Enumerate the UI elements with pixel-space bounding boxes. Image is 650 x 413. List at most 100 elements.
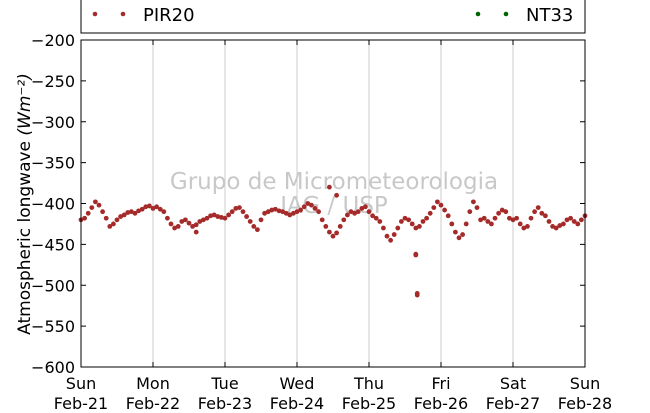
data-point-pir20 xyxy=(294,209,300,215)
data-point-pir20 xyxy=(348,209,354,215)
x-tick-date-label: Feb-24 xyxy=(270,394,324,409)
data-point-pir20 xyxy=(420,219,426,224)
x-ticks: SunFeb-21MonFeb-22TueFeb-23WedFeb-24ThuF… xyxy=(54,40,612,413)
data-point-pir20 xyxy=(471,199,476,205)
data-point-pir20 xyxy=(409,221,415,227)
data-point-pir20 xyxy=(172,225,178,231)
data-point-pir20 xyxy=(143,204,149,210)
data-point-pir20 xyxy=(147,203,152,209)
y-axis-label: Atmospheric longwave (Wm⁻²) xyxy=(15,73,35,335)
data-point-pir20 xyxy=(413,225,419,231)
data-point-pir20 xyxy=(100,209,105,215)
data-point-pir20 xyxy=(305,201,311,206)
data-point-pir20 xyxy=(316,209,321,215)
data-point-pir20 xyxy=(237,205,242,210)
data-point-pir20 xyxy=(103,215,109,221)
data-point-pir20 xyxy=(377,219,383,224)
data-point-pir20 xyxy=(503,209,509,215)
x-tick-day-label: Mon xyxy=(136,374,170,393)
x-tick-date-label: Feb-21 xyxy=(54,394,108,409)
data-point-pir20 xyxy=(496,210,501,216)
data-point-pir20 xyxy=(388,237,393,243)
data-point-pir20 xyxy=(211,212,217,218)
data-point-pir20 xyxy=(381,225,386,231)
data-point-pir20 xyxy=(125,210,131,215)
y-tick-label: −350 xyxy=(31,154,75,173)
x-tick-day-label: Sat xyxy=(500,374,526,393)
legend-pir20-markers xyxy=(92,11,126,17)
data-point-pir20 xyxy=(139,206,145,212)
data-point-pir20 xyxy=(478,217,483,223)
data-point-pir20 xyxy=(489,221,494,227)
x-tick-day-label: Wed xyxy=(280,374,315,393)
x-tick-date-label: Feb-28 xyxy=(558,394,612,409)
y-tick-label: −500 xyxy=(31,276,75,295)
y-axis-label-text: Atmospheric longwave xyxy=(15,136,35,335)
data-point-pir20 xyxy=(233,206,239,211)
data-point-pir20 xyxy=(561,221,566,227)
data-point-pir20 xyxy=(85,210,91,216)
data-point-pir20 xyxy=(528,215,534,221)
data-point-pir20 xyxy=(507,215,512,221)
data-point-pir20 xyxy=(222,215,228,221)
data-point-pir20 xyxy=(543,213,548,219)
data-point-pir20 xyxy=(413,252,419,258)
legend-pir20-marker xyxy=(120,11,126,17)
x-tick-day-label: Sun xyxy=(66,374,96,393)
data-point-pir20 xyxy=(298,207,303,213)
data-point-pir20 xyxy=(550,223,555,229)
data-point-pir20 xyxy=(539,210,545,216)
data-point-pir20 xyxy=(553,225,559,231)
data-point-pir20 xyxy=(93,199,98,205)
data-point-pir20 xyxy=(431,205,437,210)
data-point-pir20 xyxy=(341,217,347,223)
legend-label-pir20: PIR20 xyxy=(143,5,195,26)
data-point-pir20 xyxy=(525,223,530,229)
data-point-pir20 xyxy=(453,229,458,235)
legend-pir20-marker xyxy=(92,11,98,17)
data-point-pir20 xyxy=(327,184,332,190)
x-tick-date-label: Feb-27 xyxy=(486,394,540,409)
y-tick-label: −300 xyxy=(31,113,75,132)
data-point-pir20 xyxy=(384,233,390,239)
data-point-pir20 xyxy=(175,223,181,229)
x-tick-day-label: Thu xyxy=(353,374,384,393)
legend-label-nt33: NT33 xyxy=(526,5,573,26)
data-point-pir20 xyxy=(179,219,185,224)
data-point-pir20 xyxy=(414,292,420,298)
data-point-pir20 xyxy=(373,215,379,221)
data-point-pir20 xyxy=(251,223,257,229)
data-point-pir20 xyxy=(204,215,210,221)
data-point-pir20 xyxy=(219,214,224,220)
data-point-pir20 xyxy=(355,209,361,215)
y-tick-label: −550 xyxy=(31,317,75,336)
data-point-pir20 xyxy=(193,222,199,228)
data-point-pir20 xyxy=(370,213,375,219)
data-point-pir20 xyxy=(485,219,491,224)
data-point-pir20 xyxy=(571,219,577,224)
data-point-pir20 xyxy=(492,215,498,221)
data-point-pir20 xyxy=(265,209,271,215)
data-point-pir20 xyxy=(244,214,250,219)
data-point-pir20 xyxy=(535,205,541,210)
data-point-pir20 xyxy=(89,205,95,210)
data-point-pir20 xyxy=(301,204,307,210)
data-point-pir20 xyxy=(546,219,552,224)
data-point-pir20 xyxy=(291,210,296,216)
data-point-pir20 xyxy=(564,217,570,223)
data-point-pir20 xyxy=(240,209,246,215)
data-point-pir20 xyxy=(579,217,584,223)
data-points xyxy=(78,184,588,298)
watermark-line-1: Grupo de Micrometeorologia xyxy=(170,169,498,195)
data-point-pir20 xyxy=(111,221,116,227)
data-point-pir20 xyxy=(161,209,167,215)
data-point-pir20 xyxy=(334,192,339,198)
data-point-pir20 xyxy=(460,232,465,237)
data-point-pir20 xyxy=(168,221,174,227)
data-point-pir20 xyxy=(427,210,433,216)
plot-area: Grupo de Micrometeorologia IAG / USP −20… xyxy=(31,31,612,413)
data-point-pir20 xyxy=(391,232,397,237)
data-point-pir20 xyxy=(226,212,232,218)
